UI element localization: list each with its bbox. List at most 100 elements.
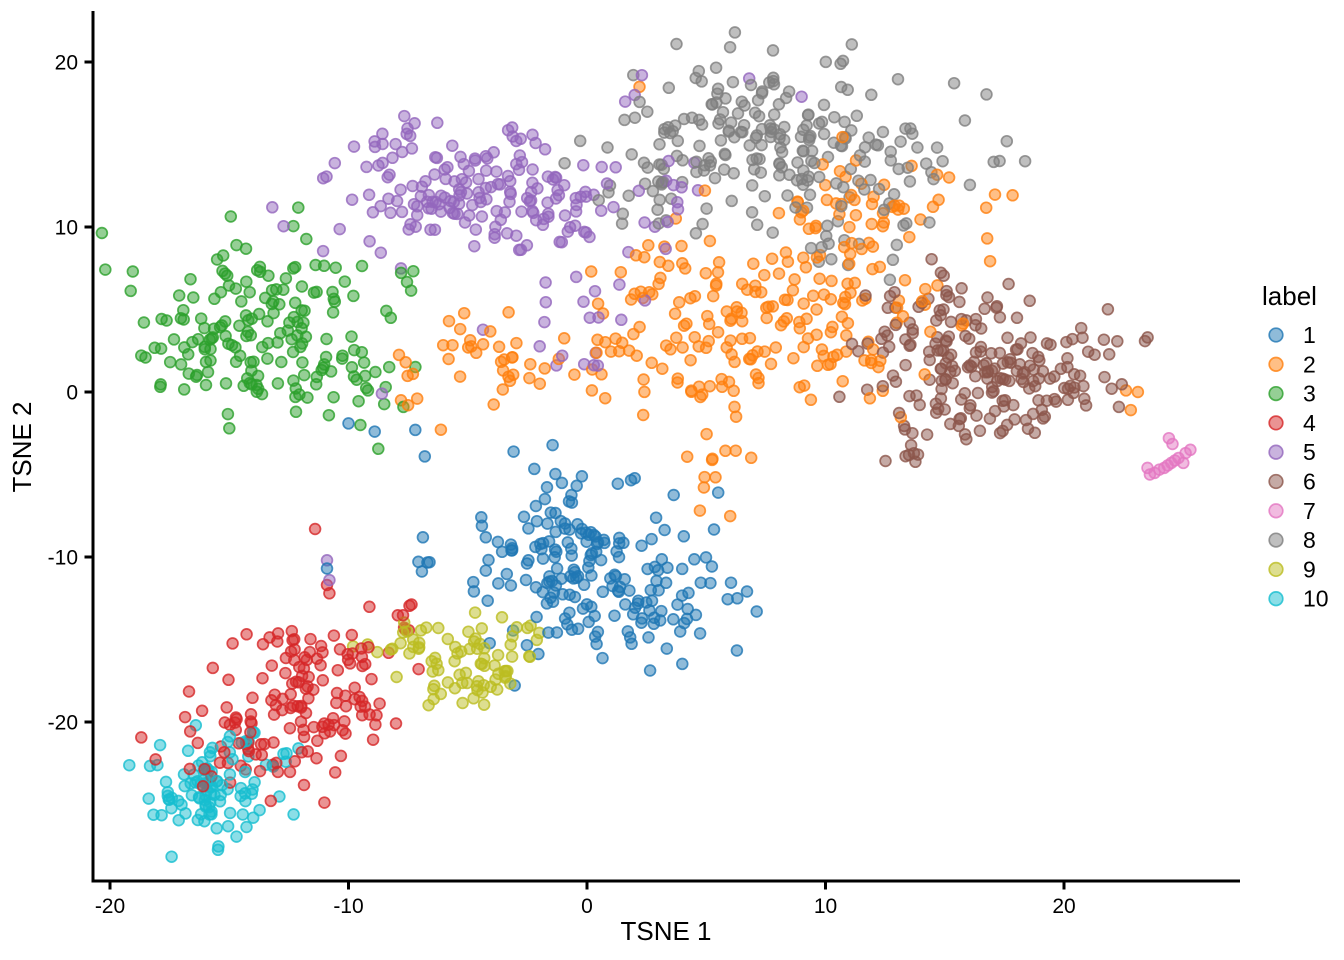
- data-point: [549, 525, 562, 539]
- data-point: [338, 275, 352, 288]
- data-point: [541, 196, 554, 209]
- data-point: [991, 374, 1004, 388]
- legend-items: 1 2 3 4 5 6 7 8 9 10: [1268, 322, 1329, 612]
- data-point: [760, 301, 773, 315]
- data-point: [672, 296, 686, 309]
- data-point: [772, 267, 786, 280]
- data-point: [1067, 386, 1080, 400]
- y-tick-label: 20: [55, 52, 78, 75]
- data-point: [255, 748, 269, 762]
- data-point: [682, 586, 695, 600]
- data-point: [223, 806, 237, 820]
- y-axis-ticks: -20 -10 0 10 20: [48, 52, 93, 735]
- data-point: [594, 204, 608, 217]
- data-point: [909, 455, 922, 469]
- data-point: [778, 293, 792, 306]
- data-point: [527, 206, 540, 220]
- data-point: [428, 168, 441, 181]
- data-point: [858, 183, 871, 196]
- data-point: [295, 280, 309, 293]
- data-point: [240, 275, 253, 288]
- data-point: [729, 444, 742, 457]
- data-point: [700, 202, 713, 215]
- data-point: [503, 374, 517, 388]
- data-point: [635, 68, 649, 82]
- data-point: [183, 762, 197, 776]
- data-point: [308, 522, 322, 536]
- data-point: [381, 170, 394, 184]
- data-point: [434, 423, 448, 436]
- data-point: [844, 188, 858, 202]
- data-point: [1010, 311, 1024, 325]
- data-point: [575, 470, 589, 483]
- data-point: [218, 315, 232, 328]
- data-point: [898, 273, 912, 287]
- data-point: [246, 691, 259, 705]
- data-point: [940, 335, 953, 348]
- data-point: [918, 368, 931, 381]
- data-point: [422, 698, 435, 712]
- data-point: [174, 358, 188, 371]
- data-point: [723, 40, 737, 54]
- data-point: [466, 198, 479, 212]
- legend-item-8: 8: [1268, 527, 1316, 553]
- data-point: [522, 554, 535, 567]
- data-point: [888, 199, 901, 212]
- data-point: [288, 296, 302, 310]
- data-point: [676, 657, 689, 671]
- data-point: [719, 444, 732, 458]
- data-point: [714, 134, 728, 147]
- data-point: [652, 584, 665, 597]
- data-point: [226, 752, 239, 766]
- data-point: [591, 625, 605, 639]
- data-point: [684, 291, 697, 305]
- data-point: [347, 140, 361, 153]
- data-point: [459, 666, 473, 680]
- data-point: [236, 808, 250, 821]
- data-point: [147, 808, 160, 821]
- data-point: [793, 322, 807, 335]
- data-point: [319, 350, 333, 364]
- data-point: [541, 517, 554, 530]
- data-point: [219, 329, 232, 343]
- data-point: [993, 426, 1007, 440]
- legend-label: 9: [1303, 556, 1316, 582]
- data-point: [233, 319, 246, 332]
- data-point: [703, 379, 717, 393]
- data-point: [653, 158, 666, 171]
- data-point: [356, 659, 369, 673]
- data-point: [947, 76, 961, 90]
- data-point: [265, 659, 279, 672]
- data-point: [630, 349, 643, 362]
- data-point: [906, 426, 919, 440]
- data-point: [809, 219, 823, 233]
- data-point: [534, 537, 547, 551]
- data-point: [877, 203, 891, 217]
- data-point: [815, 343, 829, 356]
- data-point: [389, 717, 403, 730]
- data-point: [432, 663, 445, 677]
- data-point: [799, 261, 813, 274]
- data-point: [1097, 333, 1111, 346]
- data-point: [638, 216, 651, 229]
- data-point: [642, 239, 655, 252]
- data-point: [274, 326, 287, 340]
- data-point: [869, 138, 883, 151]
- data-point: [575, 522, 589, 536]
- data-point: [382, 360, 396, 374]
- data-point: [764, 357, 778, 371]
- data-point: [766, 44, 780, 57]
- data-point: [973, 424, 987, 438]
- data-point: [407, 264, 420, 278]
- data-point: [815, 240, 828, 254]
- data-point: [775, 161, 789, 174]
- data-point: [293, 660, 306, 674]
- data-point: [261, 336, 275, 350]
- data-point: [980, 357, 993, 370]
- data-point: [333, 222, 346, 236]
- x-tick-label: -20: [95, 895, 125, 918]
- data-point: [938, 403, 951, 416]
- data-point: [1014, 337, 1028, 350]
- data-point: [850, 109, 864, 123]
- data-point: [264, 794, 278, 808]
